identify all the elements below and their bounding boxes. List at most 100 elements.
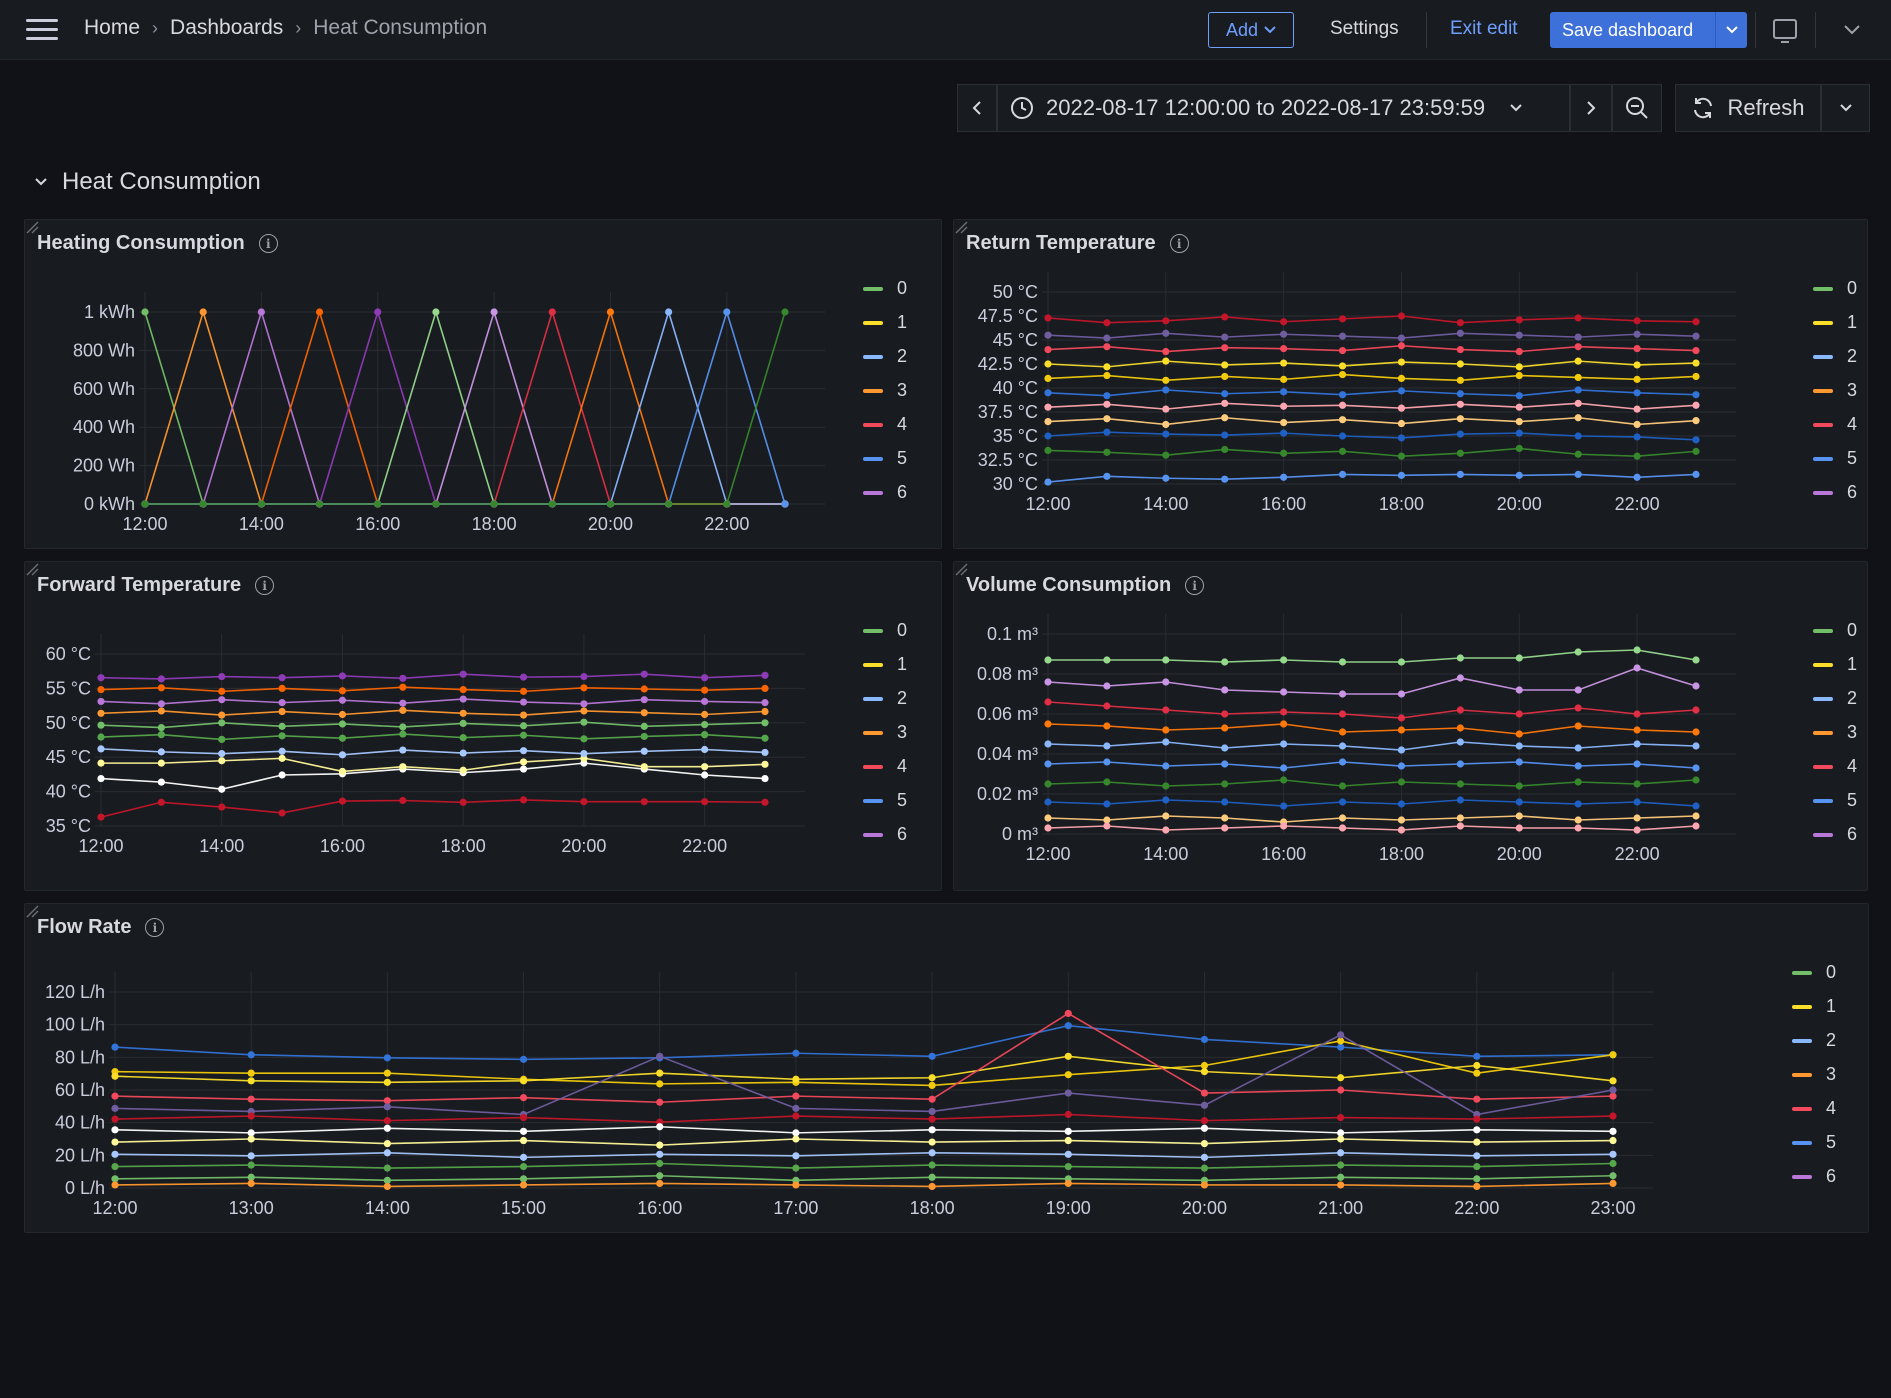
panel-title[interactable]: Return Temperature i (966, 232, 1189, 255)
panel-title[interactable]: Flow Rate i (37, 916, 165, 939)
refresh-button[interactable]: Refresh (1675, 84, 1821, 132)
legend-item[interactable]: 0 (863, 620, 907, 641)
info-icon[interactable]: i (255, 576, 275, 595)
legend-item[interactable]: 6 (1792, 1166, 1836, 1187)
data-point (1574, 648, 1582, 656)
data-point (1515, 331, 1523, 339)
settings-button[interactable]: Settings (1330, 18, 1399, 39)
legend-item[interactable]: 1 (863, 654, 907, 675)
data-point (1397, 358, 1406, 366)
data-point (399, 683, 407, 691)
legend-item[interactable]: 6 (863, 482, 907, 503)
info-icon[interactable]: i (1169, 234, 1189, 253)
series-line (1047, 779, 1697, 787)
data-point (1633, 389, 1641, 397)
flow-rate-panel[interactable]: Flow Rate i 0 L/h 20 L/h 40 L/h 60 L/h 80 L/h 1… (24, 903, 1869, 1233)
data-point (399, 674, 407, 682)
legend-item[interactable]: 5 (863, 790, 907, 811)
data-point (1609, 1136, 1617, 1145)
time-back-button[interactable] (957, 84, 997, 132)
legend-item[interactable]: 6 (1813, 482, 1857, 503)
resize-handle-icon[interactable] (25, 904, 39, 918)
time-range-picker[interactable]: 2022-08-17 12:00:00 to 2022-08-17 23:59:… (997, 84, 1570, 132)
data-point (1633, 814, 1641, 822)
legend-item[interactable]: 4 (863, 414, 907, 435)
legend-item[interactable]: 4 (1813, 756, 1857, 777)
data-point (640, 747, 648, 755)
return-temperature-panel[interactable]: Return Temperature i 30 °C 32.5 °C 35 °C 37.5… (953, 219, 1868, 549)
data-point (1692, 764, 1700, 772)
legend-item[interactable]: 0 (1792, 962, 1836, 983)
legend-item[interactable]: 2 (863, 688, 907, 709)
data-point (1064, 1071, 1072, 1079)
legend-item[interactable]: 6 (1813, 824, 1857, 845)
exit-edit-button[interactable]: Exit edit (1450, 18, 1518, 39)
chevron-down-icon (35, 178, 47, 186)
legend-item[interactable]: 3 (1813, 380, 1857, 401)
legend-item[interactable]: 1 (863, 312, 907, 333)
legend-item[interactable]: 4 (1792, 1098, 1836, 1119)
chevron-down-icon[interactable] (1842, 17, 1862, 41)
data-point (1280, 388, 1288, 396)
data-point (1162, 386, 1170, 394)
legend-item[interactable]: 1 (1792, 996, 1836, 1017)
y-tick-label: 32.5 °C (978, 450, 1038, 470)
legend-item[interactable]: 0 (1813, 620, 1857, 641)
resize-handle-icon[interactable] (954, 562, 968, 576)
data-point (1574, 744, 1582, 752)
data-point (1515, 824, 1523, 832)
data-point (1044, 824, 1052, 832)
legend-item[interactable]: 5 (1813, 448, 1857, 469)
legend-item[interactable]: 2 (1813, 346, 1857, 367)
panel-title[interactable]: Heating Consumption i (37, 232, 278, 255)
legend-item[interactable]: 0 (1813, 278, 1857, 299)
save-options-chevron-icon[interactable] (1715, 12, 1747, 48)
legend-item[interactable]: 2 (863, 346, 907, 367)
data-point (519, 1077, 528, 1085)
breadcrumb-dashboards[interactable]: Dashboards (170, 16, 284, 39)
data-point (338, 720, 347, 728)
panel-title[interactable]: Volume Consumption i (966, 574, 1205, 597)
data-point (1044, 478, 1052, 486)
legend-item[interactable]: 5 (863, 448, 907, 469)
legend-item[interactable]: 6 (863, 824, 907, 845)
forward-temperature-panel[interactable]: Forward Temperature i 35 °C 40 °C 45 °C 50 °C… (24, 561, 942, 891)
breadcrumb-home[interactable]: Home (84, 16, 141, 39)
info-icon[interactable]: i (145, 918, 165, 937)
info-icon[interactable]: i (258, 234, 278, 253)
resize-handle-icon[interactable] (25, 562, 39, 576)
panel-title[interactable]: Forward Temperature i (37, 574, 275, 597)
breadcrumb: Home › Dashboards › Heat Consumption (84, 16, 487, 40)
legend-item[interactable]: 5 (1792, 1132, 1836, 1153)
legend-item[interactable]: 4 (863, 756, 907, 777)
zoom-out-button[interactable] (1612, 84, 1662, 132)
dashboard-row-header[interactable]: Heat Consumption (34, 168, 261, 196)
volume-consumption-panel[interactable]: Volume Consumption i 0 m³ 0.02 m³ 0.04 m³ 0.0… (953, 561, 1868, 891)
heating-consumption-panel[interactable]: Heating Consumption i 0 kWh 200 Wh 400 Wh 600… (24, 219, 942, 549)
time-forward-button[interactable] (1570, 84, 1612, 132)
menu-icon[interactable] (26, 19, 58, 41)
tv-mode-icon[interactable] (1773, 19, 1797, 43)
save-dashboard-button[interactable]: Save dashboard (1550, 12, 1747, 48)
data-point (97, 685, 105, 694)
chevron-right-icon: › (295, 17, 302, 38)
legend-item[interactable]: 3 (1813, 722, 1857, 743)
legend-item[interactable]: 3 (863, 722, 907, 743)
data-point (1162, 405, 1170, 413)
data-point (1064, 1179, 1072, 1188)
add-button[interactable]: Add (1208, 12, 1294, 48)
legend-item[interactable]: 5 (1813, 790, 1857, 811)
legend-item[interactable]: 2 (1792, 1030, 1836, 1051)
resize-handle-icon[interactable] (954, 220, 968, 234)
legend-item[interactable]: 1 (1813, 654, 1857, 675)
resize-handle-icon[interactable] (25, 220, 39, 234)
legend-item[interactable]: 2 (1813, 688, 1857, 709)
data-point (656, 1172, 664, 1180)
legend-item[interactable]: 4 (1813, 414, 1857, 435)
legend-item[interactable]: 3 (863, 380, 907, 401)
legend-item[interactable]: 0 (863, 278, 907, 299)
info-icon[interactable]: i (1185, 576, 1205, 595)
refresh-interval-picker[interactable] (1821, 84, 1870, 132)
legend-item[interactable]: 3 (1792, 1064, 1836, 1085)
legend-item[interactable]: 1 (1813, 312, 1857, 333)
